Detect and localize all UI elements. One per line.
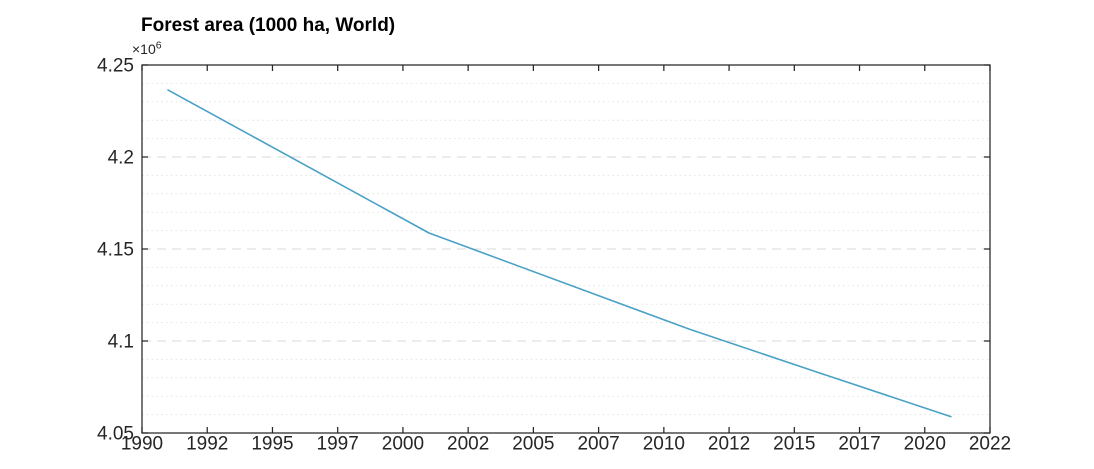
- x-tick-label: 2010: [643, 434, 685, 455]
- exponent-base: ×10: [132, 41, 156, 57]
- x-tick-label: 1990: [121, 434, 163, 455]
- x-tick-label: 1995: [251, 434, 293, 455]
- x-tick-label: 2020: [904, 434, 946, 455]
- series-line: [167, 89, 952, 418]
- y-axis-exponent-label: ×106: [132, 39, 162, 57]
- x-tick-label: 2012: [708, 434, 750, 455]
- y-tick-label: 4.2: [108, 148, 134, 169]
- x-tick-label: 2007: [577, 434, 619, 455]
- x-tick-label: 2015: [773, 434, 815, 455]
- y-tick-label: 4.25: [97, 56, 134, 77]
- x-tick-label: 2005: [512, 434, 554, 455]
- chart-title: Forest area (1000 ha, World): [141, 15, 396, 36]
- x-tick-label: 2017: [838, 434, 880, 455]
- y-tick-label: 4.1: [108, 332, 134, 353]
- y-tick-label: 4.15: [97, 240, 134, 261]
- x-tick-label: 2000: [382, 434, 424, 455]
- x-tick-label: 1992: [186, 434, 228, 455]
- exponent-power: 6: [155, 39, 162, 52]
- x-tick-label: 2002: [447, 434, 489, 455]
- y-tick-label: 4.05: [97, 424, 134, 445]
- x-tick-label: 2022: [969, 434, 1011, 455]
- x-tick-label: 1997: [317, 434, 359, 455]
